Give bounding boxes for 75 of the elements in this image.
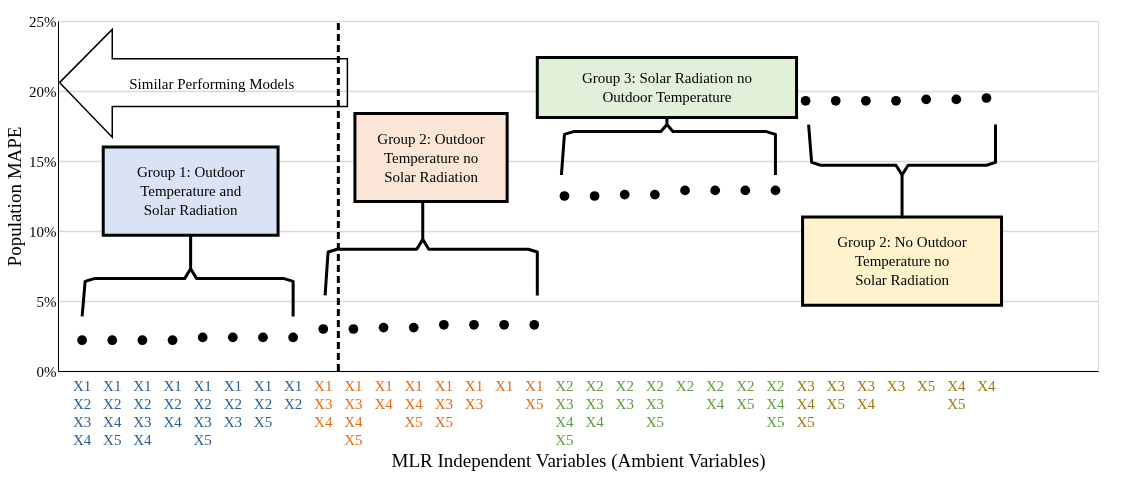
point: [408, 322, 419, 333]
point: [438, 319, 449, 330]
point: [318, 324, 329, 334]
x-tick-label: X2 X4: [705, 378, 725, 412]
y-tick-label: 25%: [29, 13, 57, 30]
x-tick-label: X1 X2 X4 X5: [103, 378, 122, 448]
point: [710, 185, 721, 196]
point: [861, 95, 871, 106]
x-axis-title: MLR Independent Variables (Ambient Variables): [391, 449, 766, 472]
x-tick-label: X2 X3 X5: [645, 378, 665, 430]
annotation: Group 1: Outdoor Temperature and Solar Radiation: [136, 164, 245, 219]
point: [378, 322, 389, 333]
x-tick-label: X1 X2 X5: [253, 378, 273, 430]
x-tick-label: X2 X5: [736, 378, 755, 412]
x-tick-label: X4: [977, 378, 997, 394]
x-tick-label: X1 X2 X4: [163, 378, 183, 430]
point: [77, 335, 87, 346]
x-tick-label: X1 X3: [464, 378, 484, 412]
y-tick-label: 10%: [29, 223, 57, 240]
annotation: Group 2: Outdoor Temperature no Solar Radiation: [377, 130, 485, 185]
point: [951, 94, 962, 105]
point: [619, 189, 630, 200]
point: [348, 324, 359, 334]
x-tick-label: X1 X4: [374, 378, 394, 412]
x-tick-label: X1 X2 X3: [223, 378, 243, 430]
point: [288, 332, 298, 343]
x-tick-label: X1 X2 X3 X5: [193, 378, 212, 448]
point: [740, 185, 751, 196]
annotation: Group 2: No Outdoor Temperature no Solar Radiation: [837, 234, 967, 289]
point: [650, 189, 660, 200]
point: [589, 191, 600, 201]
x-tick-label: X5: [917, 378, 936, 394]
x-tick-label: X1: [494, 378, 514, 394]
point: [921, 94, 932, 105]
annotation: Similar Performing Models: [129, 76, 295, 92]
y-tick-label: 0%: [36, 363, 57, 380]
x-tick-label: X1 X2 X3 X4: [133, 378, 153, 448]
x-tick-label: X3 X4: [856, 378, 876, 412]
x-tick-label: X2 X3: [615, 378, 634, 412]
point: [800, 95, 811, 106]
point: [469, 319, 479, 330]
x-tick-label: X3: [886, 378, 906, 394]
point: [167, 335, 178, 346]
point: [227, 332, 238, 343]
point: [499, 319, 510, 330]
point: [770, 185, 781, 196]
x-tick-label: X1 X5: [525, 378, 544, 412]
x-tick-label: X4 X5: [947, 378, 966, 412]
x-tick-label: X3 X5: [826, 378, 845, 412]
x-tick-label: X1 X2 X3 X4: [72, 378, 92, 448]
x-tick-label: X1 X3 X4 X5: [344, 378, 364, 448]
y-tick-label: 20%: [29, 83, 57, 100]
annotation: Group 3: Solar Radiation no Outdoor Temperature: [581, 70, 752, 105]
point: [830, 95, 841, 106]
point: [137, 335, 148, 346]
point: [559, 191, 570, 201]
x-tick-label: X1 X2: [283, 378, 303, 412]
point: [680, 185, 690, 196]
x-tick-label: X2: [675, 378, 695, 394]
point: [529, 319, 540, 330]
y-tick-label: 15%: [29, 153, 57, 170]
x-tick-label: X2 X3 X4 X5: [555, 378, 575, 448]
point: [981, 93, 992, 103]
point: [107, 335, 118, 346]
point: [258, 332, 268, 343]
x-tick-label: X1 X4 X5: [404, 378, 424, 430]
y-axis-title: Population MAPE: [4, 126, 25, 267]
x-tick-label: X3 X4 X5: [796, 378, 816, 430]
point: [891, 95, 901, 106]
x-tick-label: X1 X3 X4: [314, 378, 333, 430]
y-tick-label: 5%: [36, 293, 57, 310]
point: [197, 332, 208, 343]
x-tick-label: X2 X3 X4: [585, 378, 605, 430]
x-tick-label: X1 X3 X5: [434, 378, 454, 430]
x-tick-label: X2 X4 X5: [766, 378, 786, 430]
